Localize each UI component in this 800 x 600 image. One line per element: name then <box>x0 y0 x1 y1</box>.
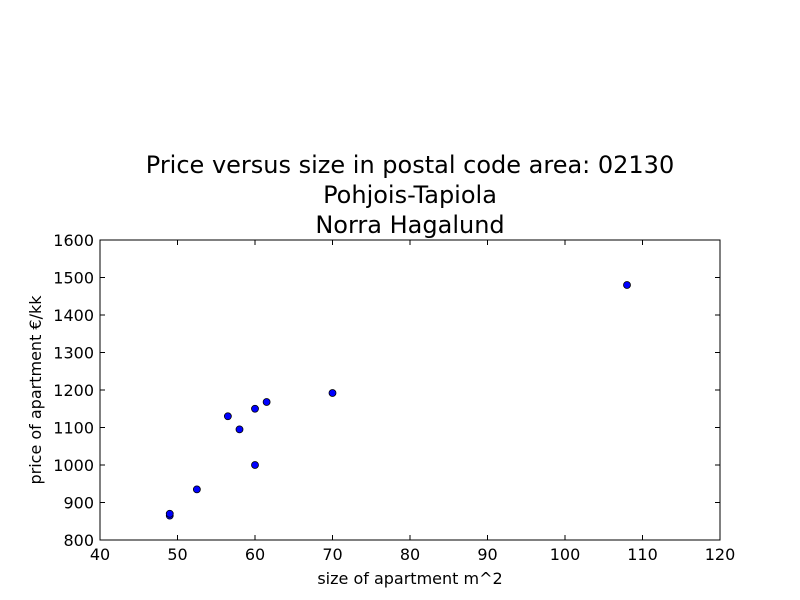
x-axis-label: size of apartment m^2 <box>317 569 502 588</box>
x-tick-label: 80 <box>400 545 420 564</box>
y-tick-label: 1000 <box>53 456 94 475</box>
x-tick-label: 90 <box>477 545 497 564</box>
x-axis-ticks: 40 50 60 70 80 90 100 110 120 <box>90 240 735 564</box>
x-tick-label: 50 <box>167 545 187 564</box>
scatter-point <box>192 485 201 494</box>
data-points <box>165 281 631 520</box>
y-tick-label: 1600 <box>53 231 94 250</box>
scatter-point <box>251 461 259 469</box>
chart-title-line-3: Norra Hagalund <box>315 211 504 239</box>
scatter-point <box>262 398 271 406</box>
scatter-point <box>623 281 631 289</box>
chart-title-line-2: Pohjois-Tapiola <box>323 181 497 209</box>
y-axis-ticks: 800 900 1000 1100 1200 1300 1400 1500 1600 <box>53 231 720 550</box>
scatter-point <box>328 389 337 397</box>
y-tick-label: 800 <box>63 531 94 550</box>
x-tick-label: 110 <box>627 545 658 564</box>
chart-title-line-1: Price versus size in postal code area: 0… <box>146 151 674 179</box>
y-tick-label: 1300 <box>53 344 94 363</box>
x-tick-label: 120 <box>705 545 736 564</box>
y-tick-label: 1200 <box>53 381 94 400</box>
x-tick-label: 60 <box>245 545 265 564</box>
y-tick-label: 900 <box>63 494 94 513</box>
y-tick-label: 1400 <box>53 306 94 325</box>
chart-title: Price versus size in postal code area: 0… <box>146 151 674 239</box>
x-tick-label: 40 <box>90 545 110 564</box>
scatter-point <box>235 425 244 434</box>
y-axis-label: price of apartment €/kk <box>26 295 45 485</box>
scatter-point <box>165 509 174 518</box>
plot-area-frame <box>99 239 721 541</box>
scatter-point <box>223 412 232 421</box>
scatter-point <box>251 404 259 413</box>
y-tick-label: 1500 <box>53 269 94 288</box>
x-tick-label: 100 <box>550 545 581 564</box>
x-tick-label: 70 <box>322 545 342 564</box>
y-tick-label: 1100 <box>53 419 94 438</box>
